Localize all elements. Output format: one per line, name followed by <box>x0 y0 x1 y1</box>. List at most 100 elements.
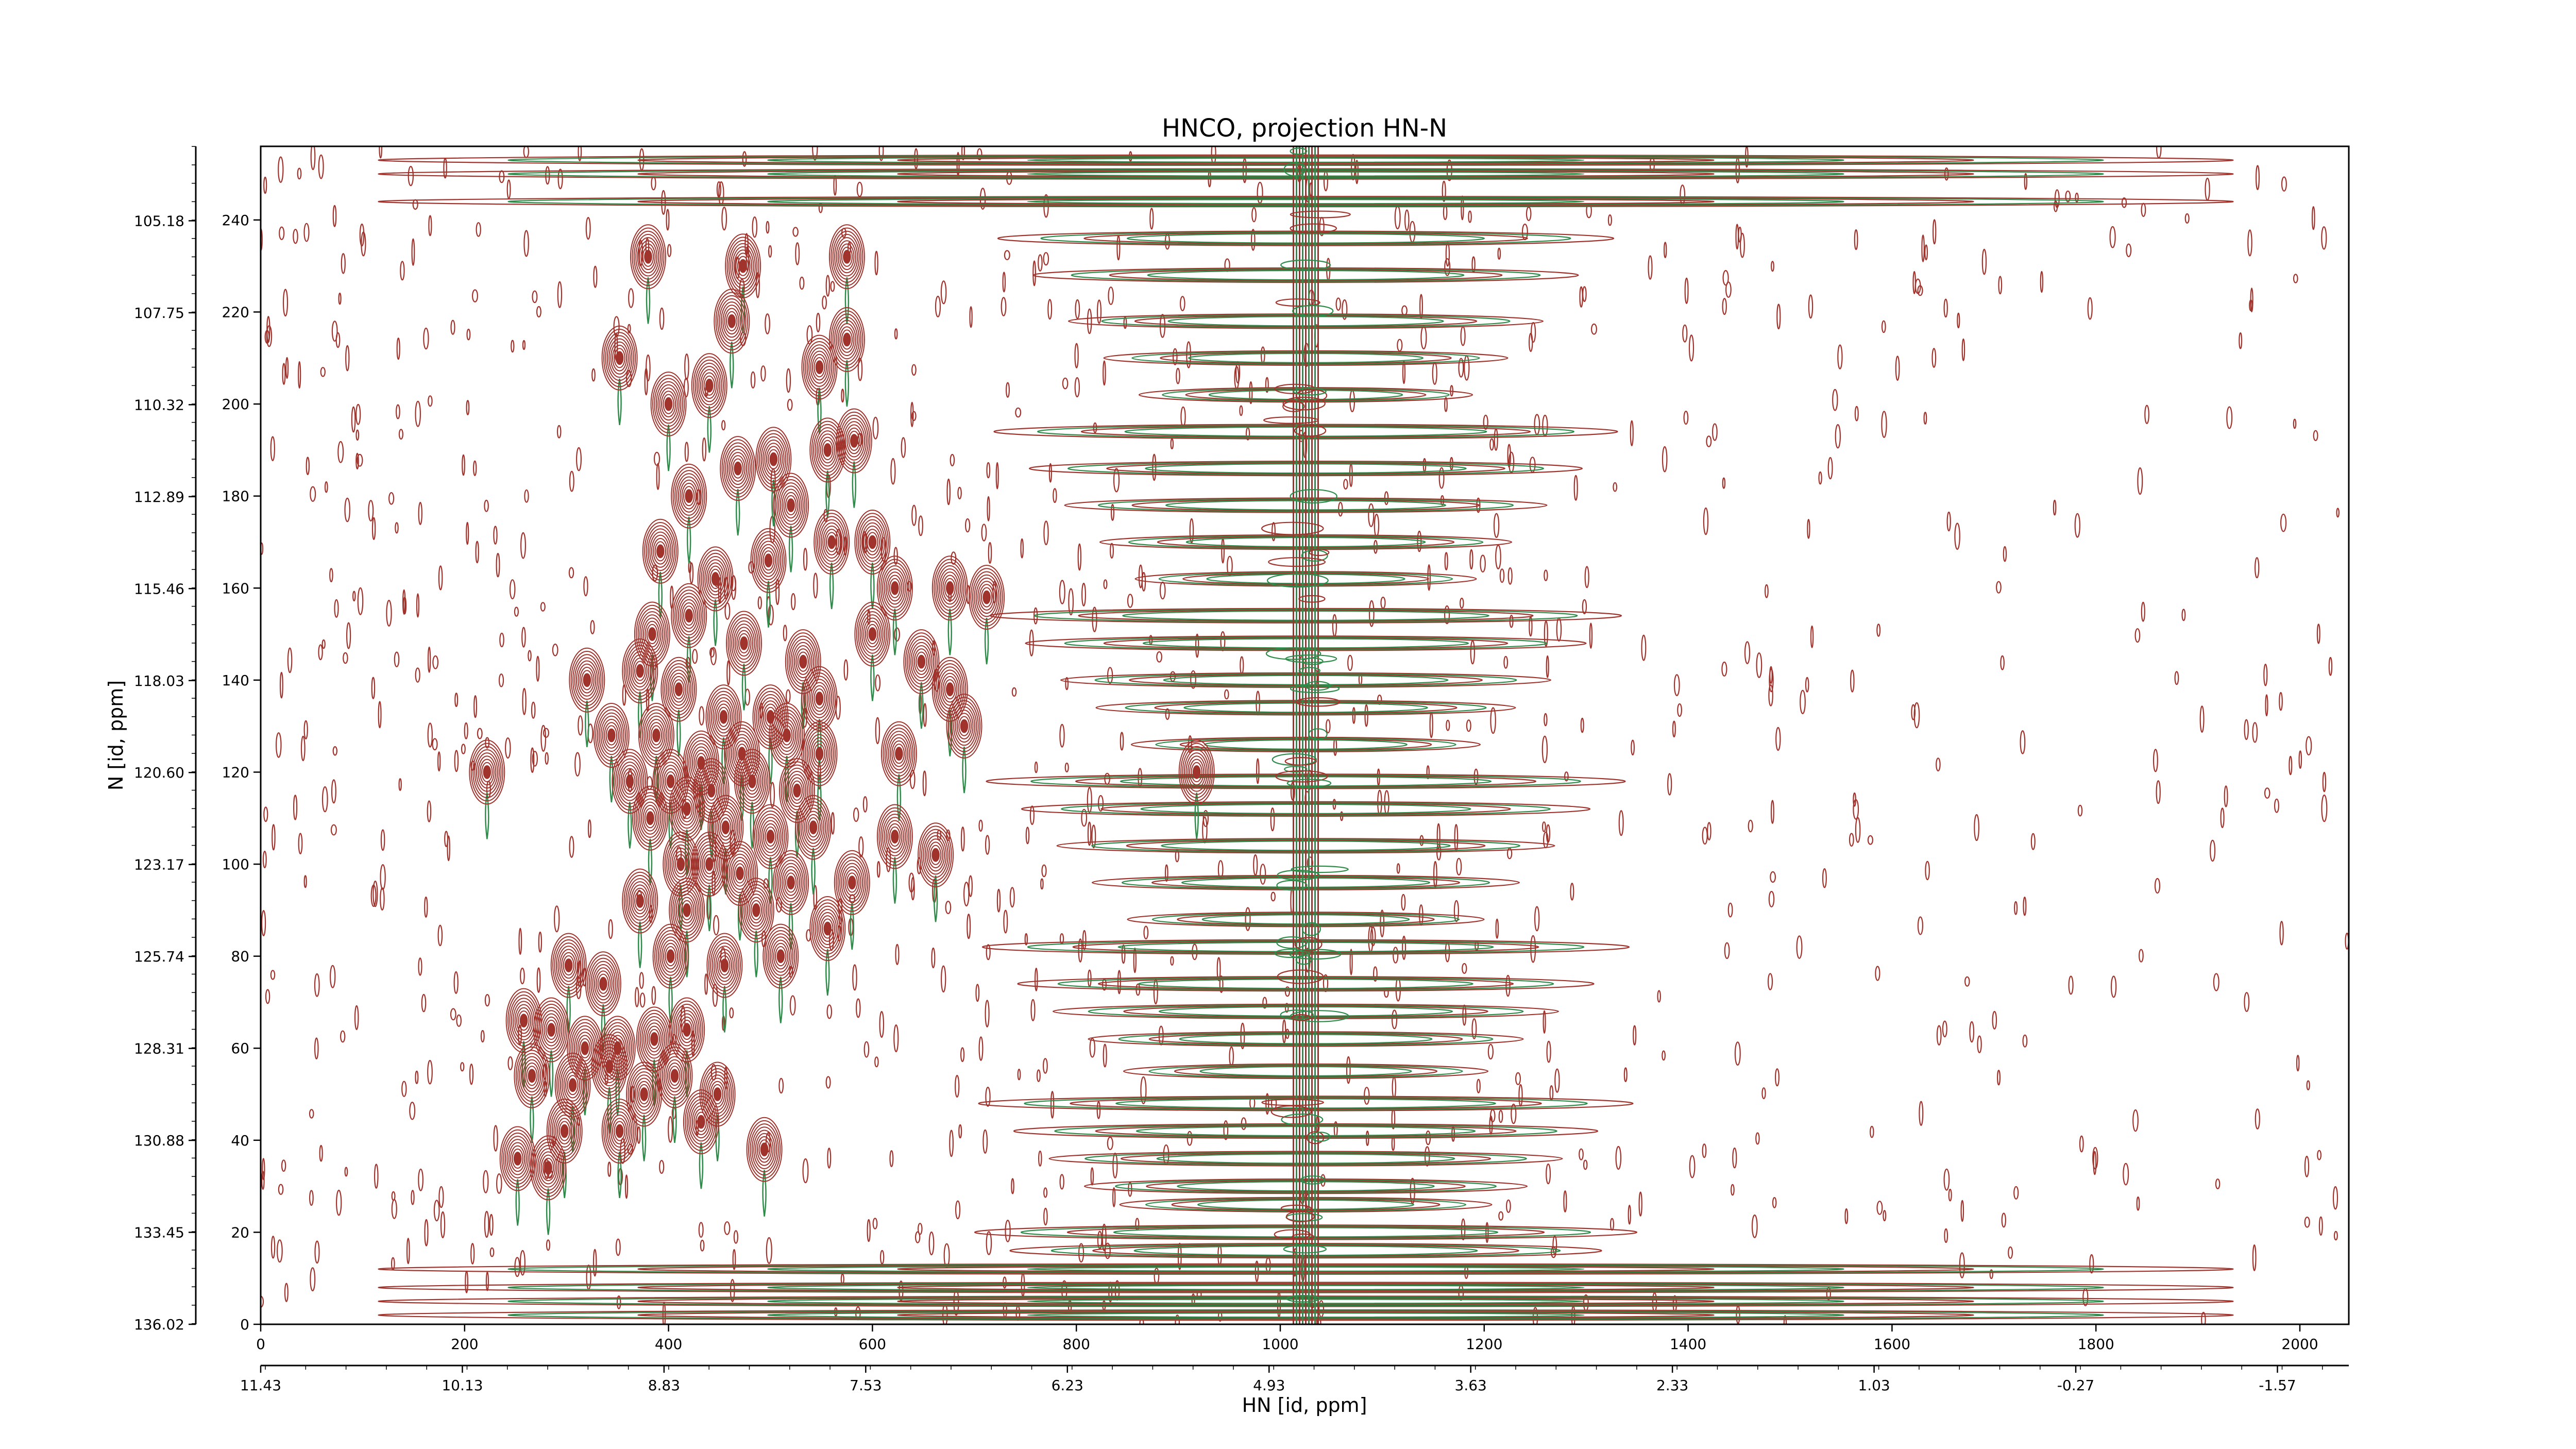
noise-contour <box>910 401 914 428</box>
noise-contour <box>1111 503 1115 521</box>
noise-contour <box>520 967 525 985</box>
noise-contour <box>1876 1201 1883 1215</box>
x-ppm-tick-label: 10.13 <box>442 1377 483 1394</box>
noise-contour <box>2154 878 2161 894</box>
noise-contour <box>1673 674 1680 696</box>
noise-contour <box>2279 692 2283 711</box>
noise-contour <box>378 701 382 729</box>
noise-contour <box>1346 1056 1351 1084</box>
noise-contour <box>1187 1131 1193 1146</box>
noise-contour <box>509 579 516 600</box>
y-ppm-tick-label: 112.89 <box>134 488 184 506</box>
peak-contours <box>469 224 1215 1235</box>
peak <box>876 555 913 655</box>
water-ridge-blob <box>1294 425 1327 437</box>
water-ridge-blob <box>1286 779 1332 788</box>
noise-contour <box>1703 507 1709 535</box>
noise-contour <box>1944 1228 1948 1243</box>
noise-contour <box>406 1238 410 1265</box>
noise-contour <box>988 542 992 564</box>
noise-contour <box>1032 260 1036 287</box>
noise-contour <box>1546 655 1549 678</box>
noise-contour <box>1684 277 1689 305</box>
noise-contour <box>493 526 498 545</box>
noise-contour <box>469 1063 474 1085</box>
peak <box>601 325 638 425</box>
noise-contour <box>331 321 338 342</box>
noise-contour <box>1427 564 1431 591</box>
peak <box>652 923 689 1023</box>
noise-contour <box>928 1231 935 1256</box>
noise-contour <box>329 568 333 582</box>
noise-contour <box>702 437 707 462</box>
noise-contour <box>418 501 423 525</box>
noise-contour <box>1755 1132 1760 1145</box>
water-ridge-blob <box>1298 667 1321 675</box>
water-ridge-blob <box>1280 259 1331 271</box>
noise-contour <box>607 1161 612 1177</box>
noise-contour <box>1017 1068 1021 1081</box>
noise-contour <box>1768 684 1773 706</box>
x-tick-label: 200 <box>451 1336 478 1353</box>
noise-contour <box>540 602 546 612</box>
noise-contour <box>528 650 532 662</box>
peak <box>699 1062 736 1161</box>
noise-contour <box>2024 173 2027 190</box>
noise-contour <box>666 209 670 231</box>
noise-contour <box>1165 708 1170 720</box>
noise-contour <box>1977 1035 1982 1054</box>
noise-contour <box>370 884 377 907</box>
noise-contour <box>878 146 884 161</box>
noise-contour <box>2252 1244 2257 1271</box>
peak <box>691 353 727 453</box>
noise-contour <box>334 599 339 618</box>
noise-contour <box>1775 1068 1780 1087</box>
noise-contour <box>346 622 351 649</box>
water-ridge-blob <box>1294 937 1323 952</box>
noise-contour <box>766 221 770 234</box>
water-ridge-blob <box>1300 1175 1326 1185</box>
noise-contour <box>1613 482 1618 492</box>
noise-contour <box>1047 299 1053 320</box>
x-ppm-tick-label: 11.43 <box>240 1377 281 1394</box>
noise-contour <box>357 587 364 615</box>
noise-contour <box>332 746 338 756</box>
noise-contour <box>2181 609 2186 621</box>
x-ppm-tick-label: 4.93 <box>1253 1377 1285 1394</box>
noise-contour <box>2318 1216 2323 1236</box>
noise-contour <box>464 722 468 739</box>
noise-contour <box>1368 600 1375 627</box>
noise-contour <box>1591 323 1598 335</box>
noise-contour <box>330 965 336 988</box>
noise-contour <box>1038 1150 1042 1167</box>
noise-contour <box>1042 1058 1048 1074</box>
noise-contour <box>1689 1155 1696 1178</box>
noise-contour <box>485 737 490 749</box>
noise-contour <box>507 1056 513 1070</box>
noise-contour <box>415 667 420 683</box>
water-ridge-blob <box>1290 488 1337 503</box>
noise-contour <box>1002 272 1006 293</box>
noise-contour <box>2247 229 2252 257</box>
noise-contour <box>1544 620 1548 647</box>
peak <box>773 850 809 950</box>
noise-contour <box>396 337 400 360</box>
peak <box>591 1034 628 1134</box>
noise-contour <box>615 1238 621 1256</box>
y-tick-label: 60 <box>231 1040 249 1057</box>
noise-contour <box>653 451 660 466</box>
peak <box>809 896 846 996</box>
noise-contour <box>852 964 857 991</box>
y-ppm-tick-label: 128.31 <box>134 1040 184 1057</box>
noise-contour <box>1349 949 1353 975</box>
noise-contour <box>1808 294 1814 319</box>
noise-contour <box>704 973 708 995</box>
noise-contour <box>1662 446 1668 473</box>
noise-contour <box>985 835 990 855</box>
noise-contour <box>1097 1231 1103 1250</box>
noise-contour <box>1240 1022 1245 1050</box>
noise-contour <box>2201 1311 2206 1324</box>
x-ppm-tick-label: 6.23 <box>1052 1377 1083 1394</box>
noise-contour <box>874 1056 879 1068</box>
noise-contour <box>2003 546 2007 562</box>
